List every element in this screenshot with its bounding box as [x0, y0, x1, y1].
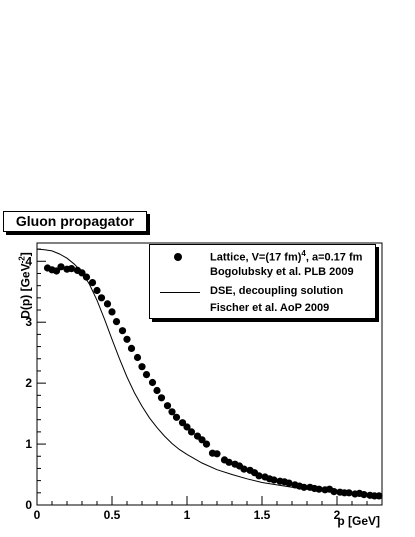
legend-label-lattice: Lattice, V=(17 fm)4, a=0.17 fm — [210, 249, 363, 264]
y-tick-label: 3 — [25, 315, 32, 329]
legend-label-lattice-ref: Bogolubsky et al. PLB 2009 — [210, 266, 354, 278]
x-tick-label: 0.5 — [104, 508, 121, 522]
data-point — [112, 318, 121, 326]
x-tick-label: 1.5 — [254, 508, 271, 522]
legend-label-dse-ref: Fischer et al. AoP 2009 — [210, 302, 330, 314]
data-point — [157, 394, 166, 402]
x-tick-label: 1 — [184, 508, 191, 522]
data-point — [240, 465, 248, 473]
data-point — [178, 419, 187, 427]
chart-title: Gluon propagator — [3, 211, 147, 232]
y-axis-title: D(p) [GeV-2] — [17, 252, 33, 319]
data-point — [315, 485, 323, 493]
y-tick-label: 0 — [25, 498, 32, 512]
data-point — [67, 265, 76, 273]
data-point — [97, 294, 106, 302]
data-point — [133, 353, 142, 362]
y-tick-label: 4 — [25, 254, 32, 268]
data-point — [57, 263, 65, 271]
data-point — [103, 300, 112, 308]
data-point — [52, 267, 61, 275]
data-point — [330, 488, 338, 496]
data-point — [198, 436, 206, 444]
data-point — [225, 458, 233, 466]
legend: Lattice, V=(17 fm)4, a=0.17 fm Bogolubsk… — [149, 244, 376, 319]
plot-frame — [36, 242, 383, 506]
data-point — [148, 378, 157, 387]
x-tick-label: 2 — [334, 508, 341, 522]
data-point — [142, 371, 151, 379]
data-point — [255, 472, 263, 480]
data-point — [82, 273, 91, 281]
data-point — [93, 286, 101, 295]
legend-marker-dot — [174, 253, 182, 261]
data-point — [153, 386, 161, 395]
data-point — [375, 492, 383, 500]
data-point — [202, 440, 211, 448]
plot-axes: 0 0.5 1 1.5 2 0 1 2 3 4 — [25, 242, 383, 522]
data-point — [88, 279, 97, 287]
legend-marker-line — [160, 292, 200, 293]
x-tick-label: 0 — [34, 508, 41, 522]
lattice-points — [43, 263, 383, 500]
data-point — [183, 423, 191, 431]
data-point — [108, 308, 116, 316]
data-point — [345, 489, 353, 497]
data-point — [187, 428, 196, 436]
y-tick-label: 1 — [25, 437, 32, 451]
legend-label-dse: DSE, decoupling solution — [210, 285, 344, 297]
data-point — [118, 327, 127, 335]
data-point — [123, 335, 131, 343]
data-point — [78, 269, 86, 277]
data-point — [168, 408, 176, 416]
data-point — [172, 413, 181, 421]
data-point — [127, 344, 136, 352]
data-point — [270, 476, 278, 484]
data-point — [138, 363, 146, 371]
data-point — [300, 483, 308, 491]
x-axis-title: p [GeV] — [337, 514, 380, 528]
y-tick-label: 2 — [25, 376, 32, 390]
data-point — [213, 450, 221, 458]
data-point — [285, 479, 293, 487]
data-point — [163, 402, 172, 410]
data-point — [360, 491, 368, 499]
